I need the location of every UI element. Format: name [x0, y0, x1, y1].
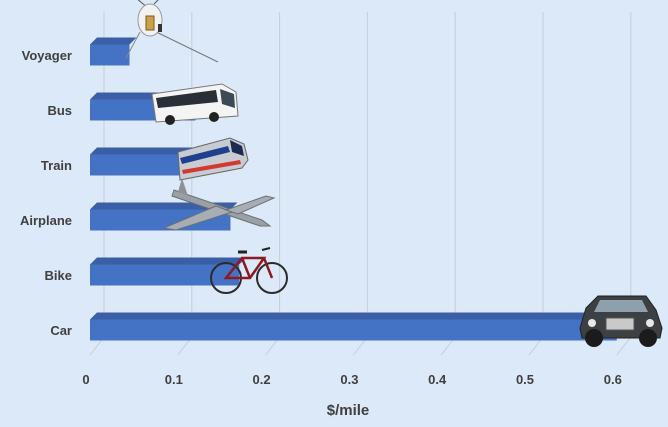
x-tick-label: 0.5	[516, 372, 534, 387]
bar-front-face	[90, 44, 130, 66]
airplane-icon	[162, 178, 276, 231]
category-label: Voyager	[22, 48, 72, 63]
train-icon	[177, 137, 249, 181]
bar-top-face	[90, 37, 137, 45]
category-label: Bike	[45, 268, 72, 283]
bars	[90, 37, 624, 341]
bar-pictures	[125, 0, 663, 347]
gridlines	[89, 12, 632, 356]
category-label: Car	[50, 323, 72, 338]
category-label: Train	[41, 158, 72, 173]
x-tick-labels: 0 0.1 0.2 0.3 0.4 0.5 0.6	[82, 372, 621, 387]
bar-front-face	[90, 154, 205, 176]
x-tick-label: 0	[82, 372, 89, 387]
bar-front-face	[90, 319, 617, 341]
bar-top-face	[90, 257, 247, 265]
bar-front-face	[90, 264, 240, 286]
bar-car	[90, 312, 624, 341]
bar-bike	[90, 257, 247, 286]
category-labels: Voyager Bus Train Airplane Bike Car	[20, 48, 72, 338]
x-tick-label: 0.4	[428, 372, 447, 387]
category-label: Airplane	[20, 213, 72, 228]
gridline-foot	[616, 336, 632, 356]
x-axis-title: $/mile	[327, 402, 370, 419]
spacecraft-icon	[125, 0, 219, 63]
suv-icon	[579, 295, 663, 347]
x-tick-label: 0.6	[604, 372, 622, 387]
x-tick-label: 0.2	[253, 372, 271, 387]
category-label: Bus	[47, 103, 72, 118]
bar-voyager	[90, 37, 137, 66]
x-tick-label: 0.3	[340, 372, 358, 387]
x-tick-label: 0.1	[165, 372, 183, 387]
bar-top-face	[90, 312, 624, 320]
bicycle-icon	[210, 247, 288, 294]
bus-icon	[151, 83, 239, 125]
